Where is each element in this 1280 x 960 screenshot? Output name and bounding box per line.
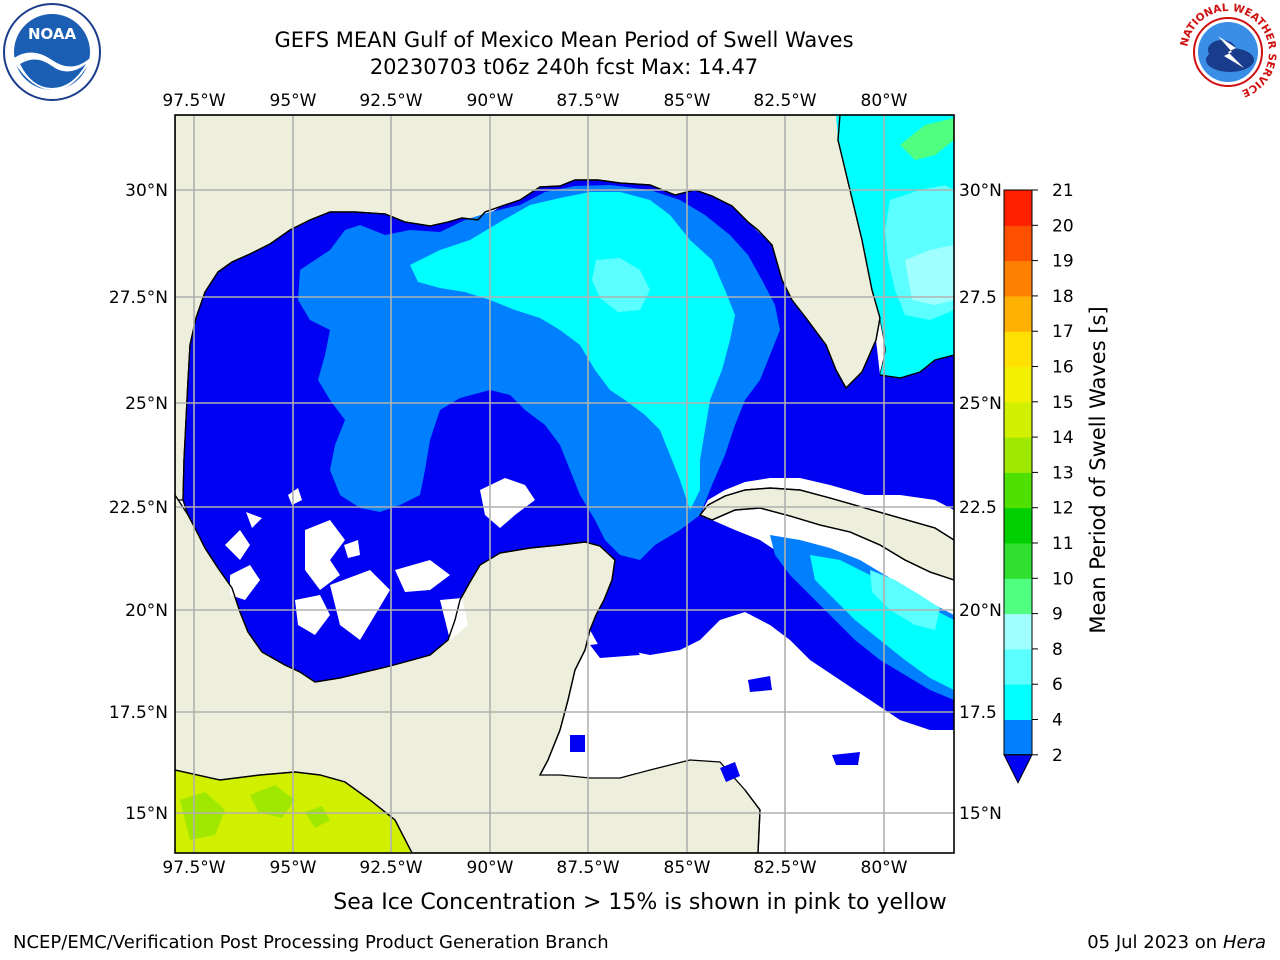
lon-label: 92.5°W [359, 858, 422, 878]
colorbar-tick-label: 12 [1052, 499, 1074, 519]
colorbar-tick-label: 2 [1052, 746, 1063, 766]
sea-ice-note: Sea Ice Concentration > 15% is shown in … [333, 890, 947, 915]
gridlines [175, 115, 954, 853]
colorbar-segment [1004, 543, 1032, 579]
lon-label: 90°W [467, 858, 514, 878]
colorbar: 2 4 6 8 9 10 11 12 13 14 15 16 17 18 19 20 21 [1003, 181, 1074, 784]
colorbar-tick-label: 20 [1052, 216, 1074, 236]
lat-labels-left: 30°N 27.5°N 25°N 22.5°N 20°N 17.5°N 15°N [109, 181, 168, 824]
contour-10-11s [900, 118, 954, 160]
lat-label: 25°N [125, 394, 168, 414]
colorbar-segment [1004, 719, 1032, 756]
chart-subtitle: 20230703 t06z 240h fcst Max: 14.47 [369, 55, 759, 79]
colorbar-segment [1004, 190, 1032, 226]
noaa-logo: NOAA [3, 3, 101, 101]
lat-label: 25°N [959, 394, 1002, 414]
lat-label: 20°N [959, 601, 1002, 621]
colorbar-extend-triangle [1003, 754, 1033, 784]
lon-label: 87.5°W [556, 91, 619, 111]
colorbar-tick-label: 18 [1052, 287, 1074, 307]
colorbar-segment [1004, 437, 1032, 473]
colorbar-tick-label: 6 [1052, 675, 1063, 695]
contour-2-4s-south [570, 640, 860, 782]
colorbar-segment [1004, 578, 1032, 615]
colorbar-segment [1004, 260, 1032, 297]
colorbar-segment [1004, 507, 1032, 544]
lon-label: 85°W [664, 91, 711, 111]
lat-labels-right: 30°N 27.5 25°N 22.5 20°N 17.5 15°N [959, 181, 1002, 824]
colorbar-segment [1004, 331, 1032, 367]
lon-label: 87.5°W [556, 858, 619, 878]
lon-label: 90°W [467, 91, 514, 111]
colorbar-label: Mean Period of Swell Waves [s] [1086, 306, 1110, 633]
lon-label: 80°W [861, 91, 908, 111]
lat-label: 22.5°N [109, 498, 168, 518]
contour-6-8s [410, 192, 735, 510]
lon-label: 95°W [270, 91, 317, 111]
lat-label: 15°N [959, 804, 1002, 824]
colorbar-tick-label: 16 [1052, 358, 1074, 378]
map-area [175, 115, 954, 853]
lat-label: 17.5°N [109, 703, 168, 723]
lon-label: 97.5°W [162, 858, 225, 878]
footer-date: 05 Jul 2023 on Hera [1087, 932, 1266, 953]
nws-logo: NATIONAL WEATHER SERVICE [1178, 2, 1278, 100]
colorbar-tick-label: 13 [1052, 463, 1074, 483]
chart-title: GEFS MEAN Gulf of Mexico Mean Period of … [274, 28, 854, 52]
colorbar-tick-label: 11 [1052, 534, 1074, 554]
lon-label: 82.5°W [753, 91, 816, 111]
lon-label: 85°W [664, 858, 711, 878]
lat-label: 30°N [959, 181, 1002, 201]
colorbar-segment [1004, 472, 1032, 509]
colorbar-segment [1004, 295, 1032, 332]
colorbar-tick-label: 10 [1052, 569, 1074, 589]
footer-machine: Hera [1222, 932, 1266, 953]
contour-9-10s [905, 245, 954, 305]
lat-label: 27.5°N [109, 288, 168, 308]
colorbar-segment [1004, 613, 1032, 650]
contour-gap [225, 478, 535, 640]
colorbar-tick-label: 15 [1052, 393, 1074, 413]
lon-label: 80°W [861, 858, 908, 878]
lon-label: 82.5°W [753, 858, 816, 878]
colorbar-segment [1004, 401, 1032, 438]
footer-date-text: 05 Jul 2023 on [1087, 932, 1223, 953]
lon-labels-bottom: 97.5°W 95°W 92.5°W 90°W 87.5°W 85°W 82.5… [162, 858, 907, 878]
colorbar-tick-label: 14 [1052, 428, 1074, 448]
lon-label: 97.5°W [162, 91, 225, 111]
colorbar-tick-label: 9 [1052, 605, 1063, 625]
lon-labels-top: 97.5°W 95°W 92.5°W 90°W 87.5°W 85°W 82.5… [162, 91, 907, 111]
colorbar-tick-label: 21 [1052, 181, 1074, 201]
lon-label: 92.5°W [359, 91, 422, 111]
noaa-logo-text: NOAA [28, 25, 77, 43]
lat-label: 30°N [125, 181, 168, 201]
lon-label: 95°W [270, 858, 317, 878]
colorbar-segment [1004, 366, 1032, 403]
swell-contours [175, 115, 954, 853]
colorbar-tick-label: 4 [1052, 711, 1063, 731]
colorbar-tick-label: 17 [1052, 322, 1074, 342]
lat-label: 17.5 [959, 703, 997, 723]
colorbar-segment [1004, 648, 1032, 685]
footer-organization: NCEP/EMC/Verification Post Processing Pr… [13, 932, 609, 953]
contour-6-8s-east [810, 555, 954, 690]
contour-8-9s [592, 185, 954, 630]
lat-label: 15°N [125, 804, 168, 824]
map-frame [174, 114, 955, 854]
lat-label: 20°N [125, 601, 168, 621]
colorbar-segment [1004, 225, 1032, 262]
lat-label: 27.5 [959, 288, 997, 308]
lat-label: 22.5 [959, 498, 997, 518]
colorbar-tick-label: 8 [1052, 640, 1063, 660]
colorbar-tick-label: 19 [1052, 252, 1074, 272]
colorbar-segment [1004, 684, 1032, 720]
